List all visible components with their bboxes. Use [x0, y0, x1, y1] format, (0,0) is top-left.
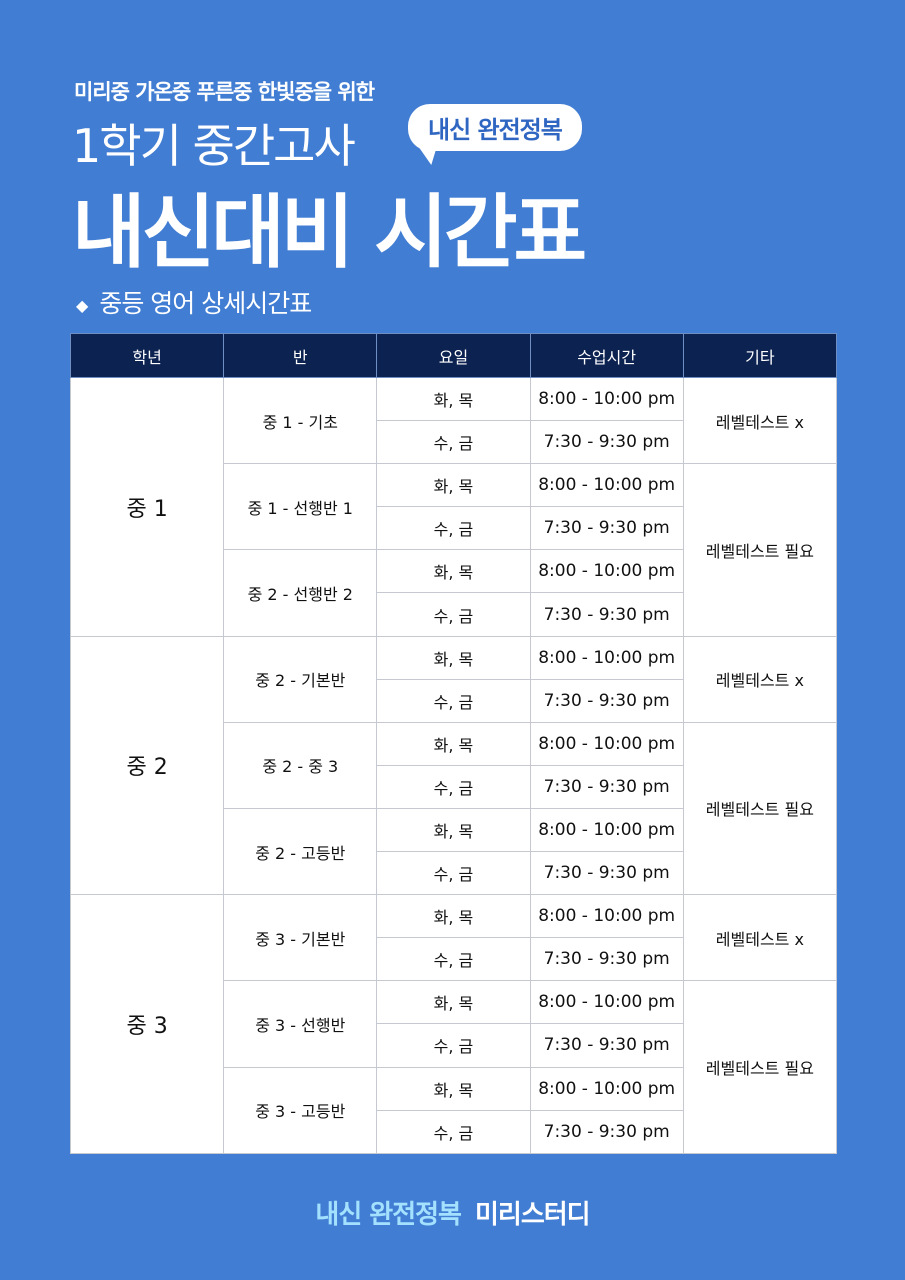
class-cell: 중 2 - 기본반 — [223, 635, 378, 723]
days-cell: 수, 금 — [376, 1023, 531, 1068]
table-row: 수, 금 7:30 - 9:30 pm — [71, 851, 837, 896]
days-cell: 화, 목 — [376, 549, 531, 594]
table-row: 수, 금 7:30 - 9:30 pm — [71, 506, 837, 551]
days-cell: 화, 목 — [376, 980, 531, 1025]
speech-badge: 내신 완전정복 — [408, 104, 582, 151]
time-cell: 7:30 - 9:30 pm — [529, 592, 684, 637]
time-cell: 7:30 - 9:30 pm — [529, 764, 684, 809]
class-cell: 중 2 - 선행반 2 — [223, 549, 378, 637]
time-cell: 8:00 - 10:00 pm — [529, 807, 684, 853]
table-row: 중 2 - 중 3 화, 목 8:00 - 10:00 pm 레벨테스트 필요 — [71, 721, 838, 896]
time-cell: 7:30 - 9:30 pm — [529, 420, 684, 465]
column-header: 수업시간 — [529, 333, 684, 378]
time-cell: 7:30 - 9:30 pm — [529, 1023, 684, 1068]
title-line-1: 1학기 중간고사 — [72, 119, 356, 173]
table-row: 수, 금 7:30 - 9:30 pm — [71, 937, 837, 982]
table-row: 수, 금 7:30 - 9:30 pm — [71, 678, 837, 723]
class-cell: 중 1 - 선행반 1 — [223, 463, 378, 551]
time-cell: 8:00 - 10:00 pm — [529, 549, 684, 594]
days-cell: 수, 금 — [376, 764, 531, 809]
days-cell: 화, 목 — [376, 463, 531, 508]
days-cell: 화, 목 — [376, 635, 531, 680]
days-cell: 수, 금 — [376, 420, 531, 465]
note-cell: 레벨테스트 x — [682, 635, 838, 723]
class-cell: 중 3 - 고등반 — [223, 1066, 378, 1154]
time-cell: 7:30 - 9:30 pm — [529, 851, 684, 896]
time-cell: 8:00 - 10:00 pm — [529, 721, 684, 766]
page-title: 내신대비 시간표 — [72, 186, 587, 279]
days-cell: 화, 목 — [376, 894, 531, 939]
note-cell: 레벨테스트 필요 — [682, 463, 838, 637]
footer: 내신 완전정복 미리스터디 — [0, 1194, 905, 1231]
table-row: 중 1 - 선행반 1 화, 목 8:00 - 10:00 pm 레벨테스트 필요 — [71, 463, 838, 637]
days-cell: 화, 목 — [376, 1066, 531, 1111]
subtitle: 미리중 가온중 푸른중 한빛중을 위한 — [74, 80, 375, 104]
column-header: 요일 — [376, 333, 531, 378]
footer-slogan: 내신 완전정복 — [315, 1200, 462, 1230]
class-cell: 중 1 - 기초 — [223, 376, 378, 465]
days-cell: 수, 금 — [376, 851, 531, 896]
time-cell: 7:30 - 9:30 pm — [529, 506, 684, 551]
class-cell: 중 2 - 중 3 — [223, 721, 378, 809]
table-row: 수, 금 7:30 - 9:30 pm — [71, 764, 837, 809]
time-cell: 7:30 - 9:30 pm — [529, 937, 684, 982]
note-cell: 레벨테스트 x — [682, 894, 838, 982]
days-cell: 수, 금 — [376, 592, 531, 637]
section-heading: ◆ 중등 영어 상세시간표 — [76, 284, 312, 320]
section-title: 중등 영어 상세시간표 — [99, 289, 312, 318]
note-cell: 레벨테스트 필요 — [682, 980, 838, 1154]
days-cell: 수, 금 — [376, 678, 531, 723]
days-cell: 수, 금 — [376, 1109, 531, 1154]
note-cell: 레벨테스트 필요 — [682, 721, 838, 896]
table-row: 수, 금 7:30 - 9:30 pm — [71, 592, 837, 637]
time-cell: 8:00 - 10:00 pm — [529, 1066, 684, 1111]
days-cell: 수, 금 — [376, 937, 531, 982]
grade-cell: 중 1 — [69, 377, 225, 637]
column-header: 학년 — [69, 333, 225, 378]
grade-cell: 중 3 — [69, 894, 225, 1154]
time-cell: 7:30 - 9:30 pm — [529, 678, 684, 723]
table-row: 수, 금 7:30 - 9:30 pm — [71, 1023, 837, 1068]
time-cell: 8:00 - 10:00 pm — [529, 980, 684, 1025]
class-cell: 중 3 - 선행반 — [223, 980, 378, 1068]
class-cell: 중 2 - 고등반 — [223, 807, 378, 896]
time-cell: 8:00 - 10:00 pm — [529, 463, 684, 508]
table-row: 중 3 - 선행반 화, 목 8:00 - 10:00 pm 레벨테스트 필요 — [71, 980, 838, 1154]
time-cell: 8:00 - 10:00 pm — [529, 894, 684, 939]
class-cell: 중 3 - 기본반 — [223, 894, 378, 982]
days-cell: 수, 금 — [376, 506, 531, 551]
diamond-icon: ◆ — [76, 295, 88, 315]
days-cell: 화, 목 — [376, 376, 531, 422]
footer-brand: 미리스터디 — [474, 1200, 591, 1230]
table-row: 중 3 - 고등반 화, 목 8:00 - 10:00 pm — [71, 1066, 837, 1154]
grade-cell: 중 2 — [69, 635, 225, 896]
column-header: 반 — [223, 333, 378, 378]
days-cell: 화, 목 — [376, 807, 531, 853]
column-header: 기타 — [682, 333, 838, 378]
table-row: 수, 금 7:30 - 9:30 pm — [71, 420, 837, 465]
time-cell: 8:00 - 10:00 pm — [529, 635, 684, 680]
note-cell: 레벨테스트 x — [682, 376, 838, 465]
time-cell: 7:30 - 9:30 pm — [529, 1109, 684, 1154]
time-cell: 8:00 - 10:00 pm — [529, 376, 684, 422]
table-row: 중 2 - 선행반 2 화, 목 8:00 - 10:00 pm — [71, 549, 837, 637]
table-row: 중 2 - 고등반 화, 목 8:00 - 10:00 pm — [71, 807, 837, 896]
days-cell: 화, 목 — [376, 721, 531, 766]
table-row: 수, 금 7:30 - 9:30 pm — [71, 1109, 837, 1154]
